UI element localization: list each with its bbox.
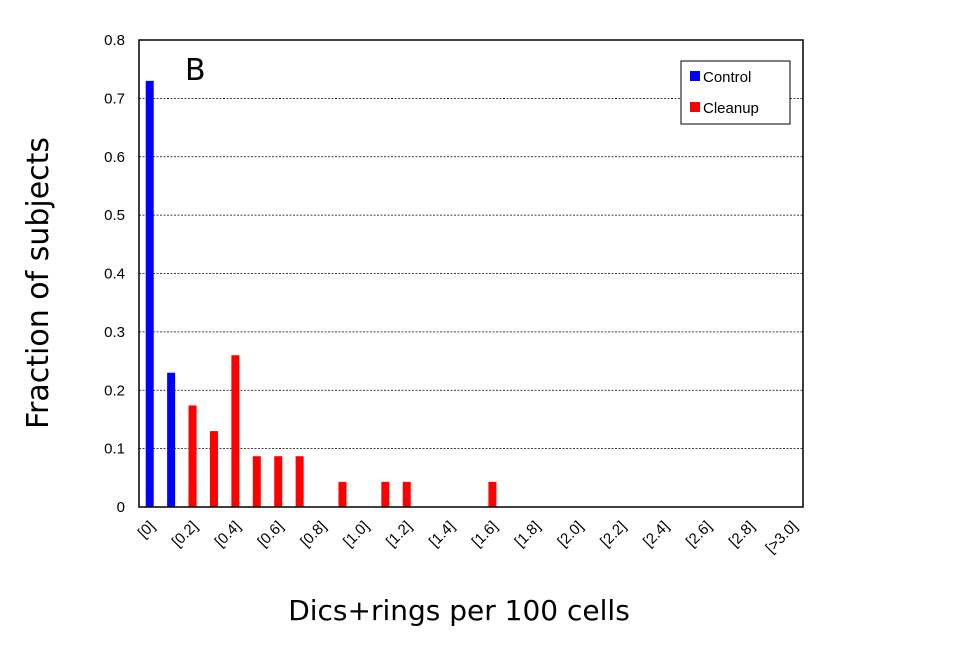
legend-label-cleanup: Cleanup bbox=[703, 100, 759, 117]
x-tick-label: [2.2] bbox=[597, 518, 630, 551]
bar-cleanup-7 bbox=[295, 456, 304, 507]
plot-frame bbox=[138, 39, 804, 508]
bar-control-1 bbox=[167, 372, 176, 507]
y-tick-label: 0.1 bbox=[104, 441, 125, 458]
bars bbox=[145, 80, 497, 508]
bar-cleanup-9 bbox=[338, 481, 347, 507]
x-tick-label: [0.8] bbox=[297, 518, 330, 551]
x-tick-label: [0.2] bbox=[169, 518, 202, 551]
x-tick-label: [0.6] bbox=[254, 518, 287, 551]
x-tick-label: [2.6] bbox=[683, 518, 716, 551]
x-tick-labels: [0] [0.2] [0.4] [0.6] [0.8] [1.0] [1.2] [1.4] [1… bbox=[135, 518, 801, 557]
y-tick-label: 0.8 bbox=[104, 32, 125, 49]
x-tick-label: [1.8] bbox=[511, 518, 544, 551]
x-tick-label: [>3.0] bbox=[762, 518, 801, 557]
bar-cleanup-3 bbox=[209, 431, 218, 507]
y-axis-title: Fraction of subjects bbox=[21, 137, 56, 429]
bar-cleanup-4 bbox=[231, 355, 240, 507]
legend-swatch-control bbox=[690, 71, 700, 81]
bar-cleanup-6 bbox=[274, 456, 283, 507]
y-tick-label: 0.6 bbox=[104, 149, 125, 166]
x-axis-title: Dics+rings per 100 cells bbox=[288, 594, 630, 627]
x-tick-label: [2.0] bbox=[554, 518, 587, 551]
x-tick-label: [1.6] bbox=[469, 518, 502, 551]
bar-cleanup-12 bbox=[402, 481, 411, 507]
legend-label-control: Control bbox=[703, 69, 751, 86]
bar-control-0 bbox=[145, 80, 154, 508]
x-tick-label: [1.0] bbox=[340, 518, 373, 551]
y-tick-label: 0.3 bbox=[104, 324, 125, 341]
bar-cleanup-2 bbox=[188, 405, 197, 507]
legend-swatch-cleanup bbox=[690, 102, 700, 112]
x-tick-label: [2.8] bbox=[726, 518, 759, 551]
x-tick-label: [1.4] bbox=[426, 518, 459, 551]
bar-cleanup-5 bbox=[252, 456, 261, 507]
legend: Control Cleanup bbox=[680, 60, 791, 125]
y-tick-label: 0.7 bbox=[104, 90, 125, 107]
x-tick-label: [1.2] bbox=[383, 518, 416, 551]
bar-cleanup-11 bbox=[381, 481, 390, 507]
x-tick-label: [0.4] bbox=[212, 518, 245, 551]
panel-label: B bbox=[185, 53, 206, 88]
bar-cleanup-16 bbox=[488, 481, 497, 507]
y-tick-label: 0.5 bbox=[104, 207, 125, 224]
x-tick-label: [0] bbox=[135, 518, 159, 542]
y-tick-label: 0.4 bbox=[104, 266, 125, 283]
y-tick-label: 0.2 bbox=[104, 382, 125, 399]
x-tick-label: [2.4] bbox=[640, 518, 673, 551]
y-tick-label: 0 bbox=[117, 499, 125, 516]
y-tick-labels: 0 0.1 0.2 0.3 0.4 0.5 0.6 0.7 0.8 bbox=[104, 32, 125, 516]
